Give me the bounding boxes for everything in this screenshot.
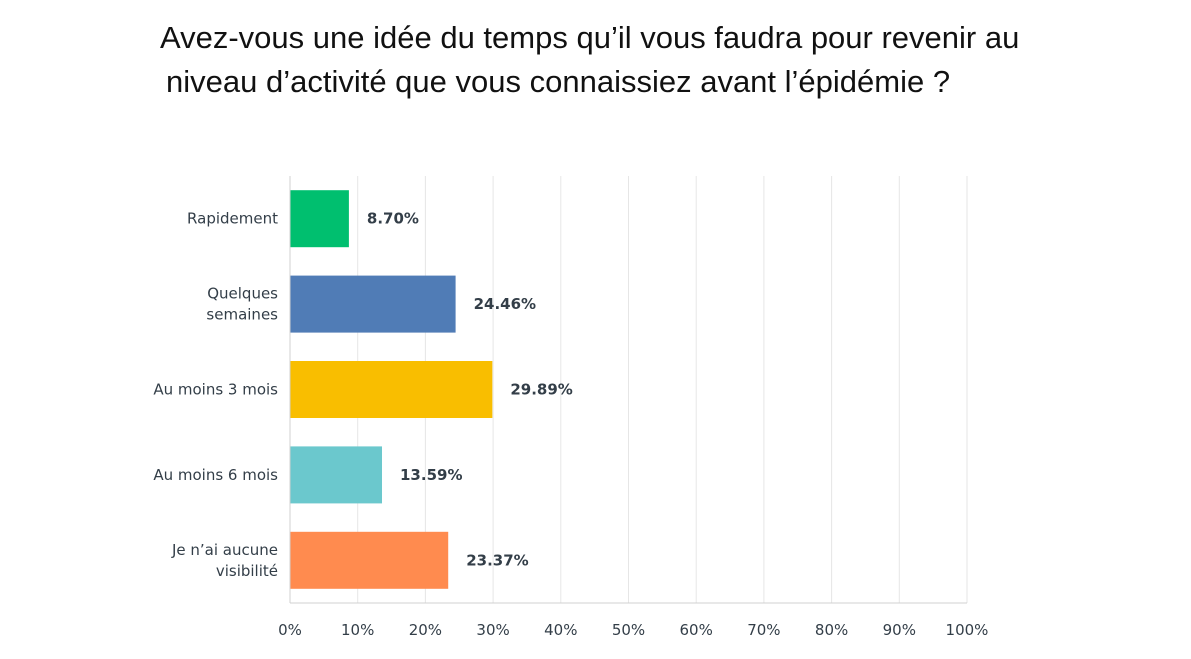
category-label-1: Quelques semaines [206,285,278,324]
x-tick-label-0: 0% [278,621,302,639]
chart-title-line-2: niveau d’activité que vous connaissiez a… [166,64,951,99]
value-label-0: 8.70% [367,210,419,228]
category-label-2-line-0: Au moins 3 mois [153,381,278,399]
category-label-4-line-1: visibilité [216,562,278,580]
category-label-1-line-0: Quelques [207,285,278,303]
category-label-0-line-0: Rapidement [187,210,278,228]
x-tick-label-20: 20% [409,621,442,639]
category-label-4: Je n’ai aucune visibilité [171,541,278,580]
bar-4 [290,531,449,589]
category-label-1-line-1: semaines [206,306,278,324]
labels: 8.70% Rapidement 24.46% Quelques semaines 29.… [153,210,573,580]
grid-lines [357,176,968,603]
x-tick-label-60: 60% [680,621,713,639]
value-label-3: 13.59% [400,466,462,484]
bars [290,190,493,589]
x-tick-label-30: 30% [476,621,509,639]
bar-2 [290,361,493,418]
bar-3 [290,446,383,504]
x-tick-label-50: 50% [612,621,645,639]
category-label-4-line-0: Je n’ai aucune [171,541,278,559]
x-tick-label-100: 100% [946,621,989,639]
value-label-1: 24.46% [474,295,536,313]
chart-title: Avez-vous une idée du temps qu’il vous f… [0,16,1191,104]
value-label-2: 29.89% [510,381,572,399]
category-label-3-line-0: Au moins 6 mois [153,466,278,484]
x-tick-label-40: 40% [544,621,577,639]
category-label-0: Rapidement [187,210,278,228]
chart-title-line-1: Avez-vous une idée du temps qu’il vous f… [160,20,1020,55]
bar-1 [290,275,456,333]
x-axis: 0% 10% 20% 30% 40% 50% 60% 70% 80% 90% 100% [278,176,988,639]
category-label-3: Au moins 6 mois [153,466,278,484]
x-tick-label-70: 70% [747,621,780,639]
x-tick-label-10: 10% [341,621,374,639]
x-tick-label-80: 80% [815,621,848,639]
bar-0 [290,190,349,248]
value-label-4: 23.37% [466,551,528,569]
x-tick-label-90: 90% [883,621,916,639]
category-label-2: Au moins 3 mois [153,381,278,399]
